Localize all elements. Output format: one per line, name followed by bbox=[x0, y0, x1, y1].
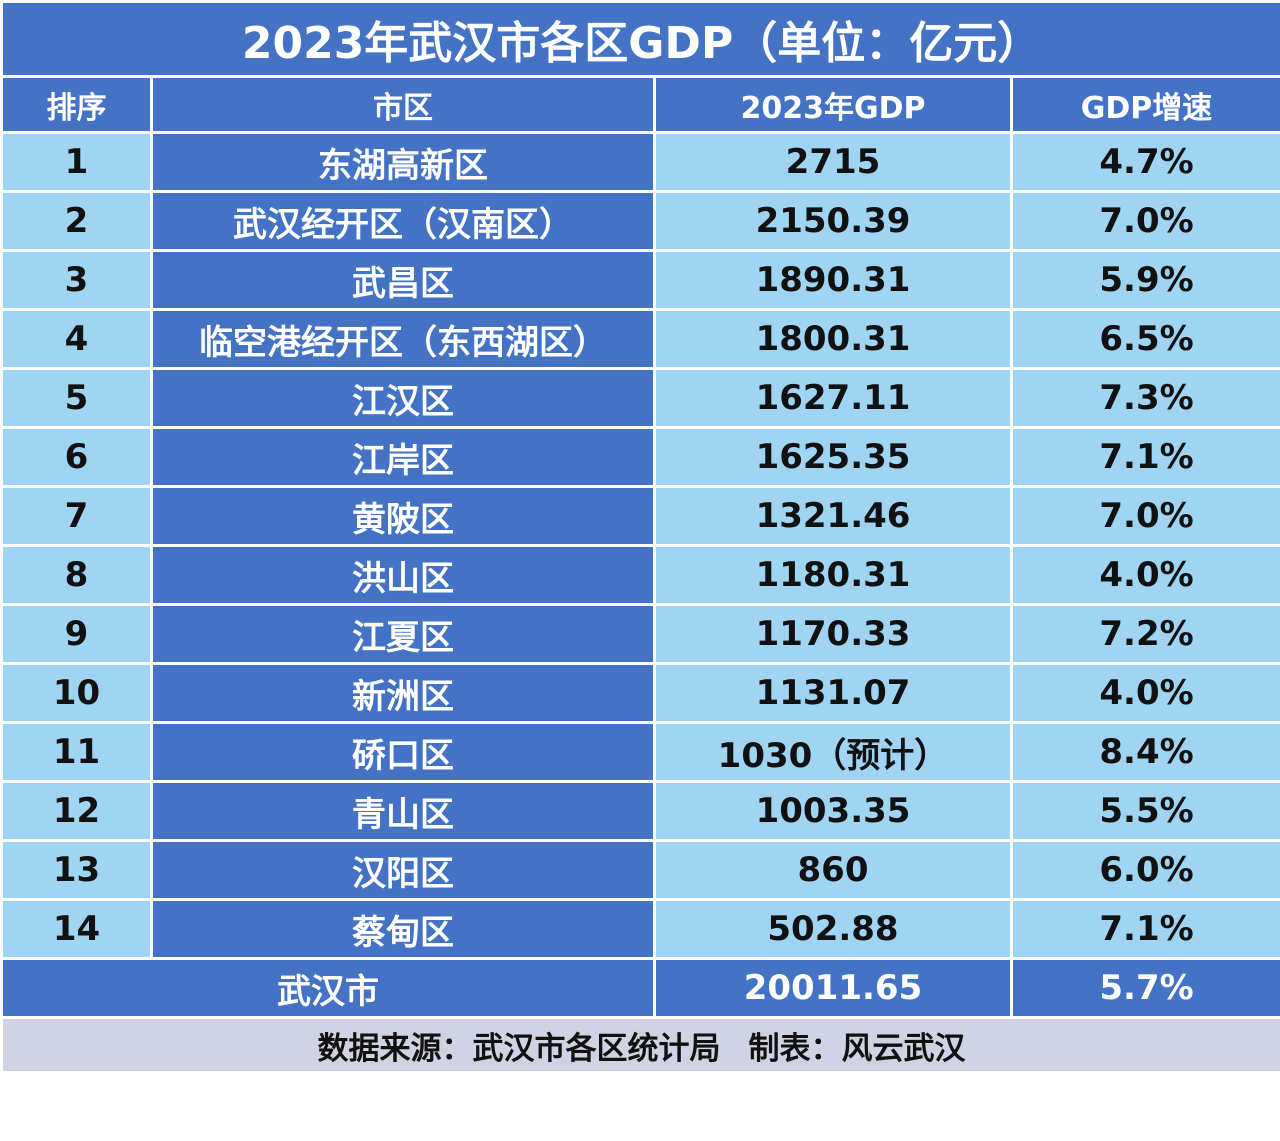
rank-cell: 6 bbox=[0, 426, 153, 488]
gdp-cell: 1625.35 bbox=[653, 426, 1013, 488]
district-cell: 东湖高新区 bbox=[150, 131, 656, 193]
gdp-cell: 1003.35 bbox=[653, 780, 1013, 842]
header-rank: 排序 bbox=[0, 75, 153, 134]
rank-cell: 2 bbox=[0, 190, 153, 252]
district-cell: 新洲区 bbox=[150, 662, 656, 724]
gdp-cell: 1180.31 bbox=[653, 544, 1013, 606]
rank-cell: 3 bbox=[0, 249, 153, 311]
gdp-table: 2023年武汉市各区GDP（单位：亿元） 排序 市区 2023年GDP GDP增… bbox=[0, 0, 1280, 1074]
rank-cell: 8 bbox=[0, 544, 153, 606]
header-growth: GDP增速 bbox=[1009, 75, 1280, 134]
growth-cell: 4.0% bbox=[1009, 662, 1280, 724]
footer-row: 数据来源：武汉市各区统计局 制表：风云武汉 bbox=[0, 1016, 1280, 1074]
table-row: 8 洪山区 1180.31 4.0% bbox=[0, 544, 1280, 606]
rank-cell: 13 bbox=[0, 839, 153, 901]
growth-cell: 7.1% bbox=[1009, 426, 1280, 488]
table-row: 7 黄陂区 1321.46 7.0% bbox=[0, 485, 1280, 547]
growth-cell: 5.5% bbox=[1009, 780, 1280, 842]
district-cell: 蔡甸区 bbox=[150, 898, 656, 960]
table-title: 2023年武汉市各区GDP（单位：亿元） bbox=[0, 0, 1280, 78]
header-gdp: 2023年GDP bbox=[653, 75, 1013, 134]
table-row: 2 武汉经开区（汉南区） 2150.39 7.0% bbox=[0, 190, 1280, 252]
table-maker-text: 制表：风云武汉 bbox=[748, 1030, 966, 1067]
total-gdp: 20011.65 bbox=[653, 957, 1013, 1019]
table-row: 5 江汉区 1627.11 7.3% bbox=[0, 367, 1280, 429]
gdp-cell: 1800.31 bbox=[653, 308, 1013, 370]
rank-cell: 7 bbox=[0, 485, 153, 547]
district-cell: 武汉经开区（汉南区） bbox=[150, 190, 656, 252]
gdp-cell: 860 bbox=[653, 839, 1013, 901]
footer-note: 数据来源：武汉市各区统计局 制表：风云武汉 bbox=[0, 1016, 1280, 1074]
table-row: 1 东湖高新区 2715 4.7% bbox=[0, 131, 1280, 193]
growth-cell: 6.5% bbox=[1009, 308, 1280, 370]
table-row: 12 青山区 1003.35 5.5% bbox=[0, 780, 1280, 842]
gdp-cell: 1321.46 bbox=[653, 485, 1013, 547]
table-row: 14 蔡甸区 502.88 7.1% bbox=[0, 898, 1280, 960]
table-row: 4 临空港经开区（东西湖区） 1800.31 6.5% bbox=[0, 308, 1280, 370]
district-cell: 汉阳区 bbox=[150, 839, 656, 901]
district-cell: 江夏区 bbox=[150, 603, 656, 665]
gdp-cell: 1170.33 bbox=[653, 603, 1013, 665]
gdp-cell: 1627.11 bbox=[653, 367, 1013, 429]
gdp-cell: 2150.39 bbox=[653, 190, 1013, 252]
rank-cell: 12 bbox=[0, 780, 153, 842]
growth-cell: 8.4% bbox=[1009, 721, 1280, 783]
header-row: 排序 市区 2023年GDP GDP增速 bbox=[0, 75, 1280, 134]
growth-cell: 4.7% bbox=[1009, 131, 1280, 193]
title-row: 2023年武汉市各区GDP（单位：亿元） bbox=[0, 0, 1280, 78]
rank-cell: 11 bbox=[0, 721, 153, 783]
growth-cell: 7.0% bbox=[1009, 190, 1280, 252]
rank-cell: 1 bbox=[0, 131, 153, 193]
rank-cell: 9 bbox=[0, 603, 153, 665]
header-district: 市区 bbox=[150, 75, 656, 134]
growth-cell: 7.0% bbox=[1009, 485, 1280, 547]
district-cell: 武昌区 bbox=[150, 249, 656, 311]
total-growth: 5.7% bbox=[1009, 957, 1280, 1019]
table-row: 9 江夏区 1170.33 7.2% bbox=[0, 603, 1280, 665]
district-cell: 硚口区 bbox=[150, 721, 656, 783]
gdp-cell: 502.88 bbox=[653, 898, 1013, 960]
district-cell: 洪山区 bbox=[150, 544, 656, 606]
growth-cell: 7.1% bbox=[1009, 898, 1280, 960]
table-row: 6 江岸区 1625.35 7.1% bbox=[0, 426, 1280, 488]
table-row: 11 硚口区 1030（预计） 8.4% bbox=[0, 721, 1280, 783]
rank-cell: 14 bbox=[0, 898, 153, 960]
district-cell: 黄陂区 bbox=[150, 485, 656, 547]
growth-cell: 7.3% bbox=[1009, 367, 1280, 429]
gdp-cell: 2715 bbox=[653, 131, 1013, 193]
growth-cell: 4.0% bbox=[1009, 544, 1280, 606]
data-source-text: 数据来源：武汉市各区统计局 bbox=[317, 1030, 721, 1067]
rank-cell: 4 bbox=[0, 308, 153, 370]
district-cell: 临空港经开区（东西湖区） bbox=[150, 308, 656, 370]
gdp-cell: 1030（预计） bbox=[653, 721, 1013, 783]
rank-cell: 10 bbox=[0, 662, 153, 724]
gdp-cell: 1131.07 bbox=[653, 662, 1013, 724]
district-cell: 江岸区 bbox=[150, 426, 656, 488]
district-cell: 青山区 bbox=[150, 780, 656, 842]
table-row: 10 新洲区 1131.07 4.0% bbox=[0, 662, 1280, 724]
gdp-cell: 1890.31 bbox=[653, 249, 1013, 311]
table-row: 13 汉阳区 860 6.0% bbox=[0, 839, 1280, 901]
growth-cell: 5.9% bbox=[1009, 249, 1280, 311]
growth-cell: 7.2% bbox=[1009, 603, 1280, 665]
total-row: 武汉市 20011.65 5.7% bbox=[0, 957, 1280, 1019]
rank-cell: 5 bbox=[0, 367, 153, 429]
growth-cell: 6.0% bbox=[1009, 839, 1280, 901]
total-label: 武汉市 bbox=[0, 957, 656, 1019]
district-cell: 江汉区 bbox=[150, 367, 656, 429]
table-row: 3 武昌区 1890.31 5.9% bbox=[0, 249, 1280, 311]
